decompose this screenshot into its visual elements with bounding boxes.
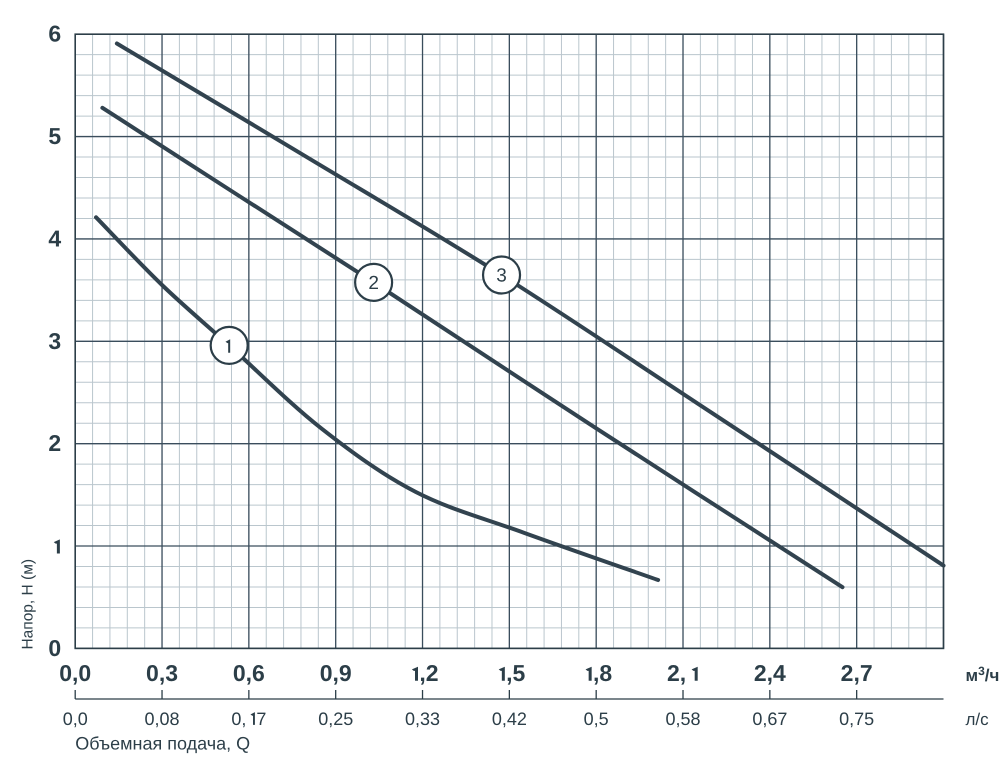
svg-text:8: 8 <box>599 660 612 686</box>
svg-text:2: 2 <box>368 273 379 294</box>
svg-text:2: 2 <box>667 660 680 686</box>
svg-text:2: 2 <box>426 660 439 686</box>
svg-text:7: 7 <box>860 660 873 686</box>
svg-text:3: 3 <box>48 328 61 354</box>
svg-text:5: 5 <box>599 709 609 729</box>
svg-text:3: 3 <box>165 660 178 686</box>
svg-text:3: 3 <box>420 709 430 729</box>
svg-text:0: 0 <box>231 709 241 729</box>
svg-text:,: , <box>241 709 246 729</box>
svg-text:2: 2 <box>517 709 527 729</box>
svg-text:0: 0 <box>839 709 849 729</box>
svg-text:0: 0 <box>48 635 61 661</box>
svg-text:0: 0 <box>318 709 328 729</box>
svg-text:0: 0 <box>78 660 91 686</box>
svg-text:2: 2 <box>333 709 343 729</box>
svg-text:8: 8 <box>691 709 701 729</box>
svg-text:0: 0 <box>584 709 594 729</box>
svg-text:0: 0 <box>405 709 415 729</box>
svg-text:0: 0 <box>59 660 72 686</box>
svg-text:0: 0 <box>666 709 676 729</box>
svg-text:5: 5 <box>864 709 874 729</box>
svg-text:5: 5 <box>343 709 353 729</box>
svg-text:л/с: л/с <box>966 710 990 729</box>
svg-text:2: 2 <box>754 660 767 686</box>
svg-text:8: 8 <box>170 709 180 729</box>
svg-text:Напор, Н (м): Напор, Н (м) <box>20 559 37 650</box>
svg-text:0: 0 <box>320 660 333 686</box>
svg-text:2: 2 <box>841 660 854 686</box>
svg-text:м3/ч: м3/ч <box>966 664 1000 685</box>
svg-text:0: 0 <box>233 660 246 686</box>
svg-text:7: 7 <box>854 709 864 729</box>
svg-text:5: 5 <box>681 709 691 729</box>
svg-text:0: 0 <box>145 709 155 729</box>
svg-text:0: 0 <box>160 709 170 729</box>
svg-text:4: 4 <box>773 660 786 686</box>
svg-text:5: 5 <box>513 660 526 686</box>
svg-text:0: 0 <box>492 709 502 729</box>
svg-text:4: 4 <box>48 225 61 251</box>
svg-text:9: 9 <box>339 660 352 686</box>
svg-text:7: 7 <box>777 709 787 729</box>
svg-text:7: 7 <box>256 709 266 729</box>
svg-text:5: 5 <box>48 123 61 149</box>
svg-text:Объемная подача, Q: Объемная подача, Q <box>75 734 250 754</box>
svg-text:0: 0 <box>752 709 762 729</box>
svg-text:0: 0 <box>146 660 159 686</box>
svg-text:0: 0 <box>63 709 73 729</box>
svg-text:0: 0 <box>78 709 88 729</box>
svg-text:3: 3 <box>430 709 440 729</box>
svg-text:6: 6 <box>767 709 777 729</box>
svg-text:6: 6 <box>252 660 265 686</box>
svg-text:2: 2 <box>48 430 61 456</box>
svg-text:4: 4 <box>507 709 517 729</box>
svg-text:6: 6 <box>48 21 61 47</box>
svg-text:3: 3 <box>496 265 507 286</box>
svg-text:,: , <box>680 660 686 686</box>
